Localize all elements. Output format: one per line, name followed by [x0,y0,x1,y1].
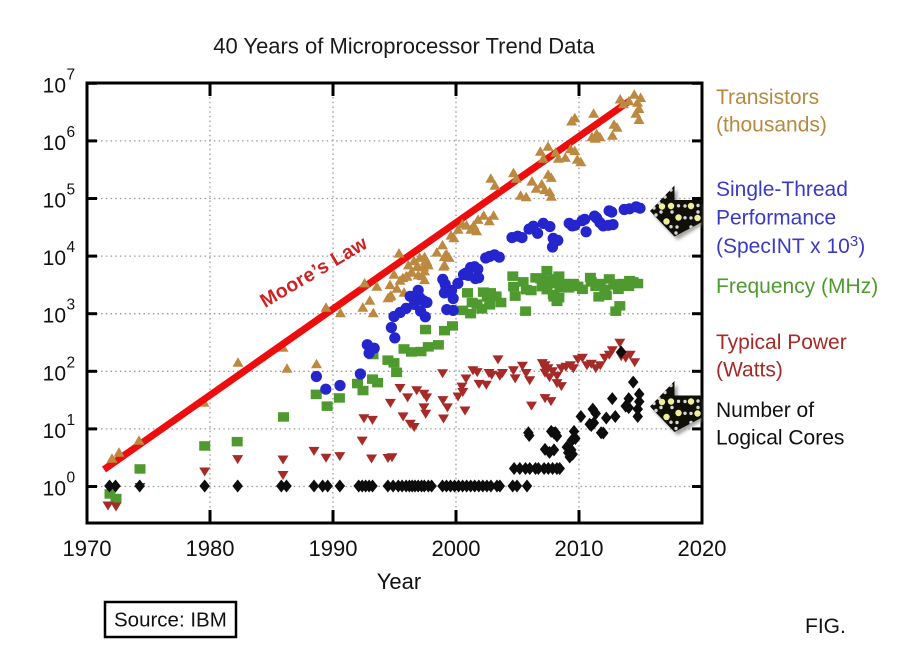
svg-text:2020: 2020 [678,536,727,561]
svg-text:2000: 2000 [432,536,481,561]
svg-text:1: 1 [67,412,76,429]
svg-text:Frequency (MHz): Frequency (MHz) [716,275,878,298]
svg-text:Logical Cores: Logical Cores [716,427,844,450]
svg-text:1980: 1980 [186,536,235,561]
svg-text:10: 10 [43,247,66,270]
svg-text:1990: 1990 [309,536,358,561]
svg-text:10: 10 [43,478,66,501]
svg-text:10: 10 [43,305,66,328]
svg-text:10: 10 [43,132,66,155]
svg-text:6: 6 [67,124,76,141]
svg-text:Single-Thread: Single-Thread [716,178,848,201]
svg-text:3: 3 [67,297,76,314]
svg-text:4: 4 [67,239,76,256]
svg-text:1970: 1970 [63,536,112,561]
svg-text:40 Years of Microprocessor Tre: 40 Years of Microprocessor Trend Data [213,34,595,59]
svg-text:(thousands): (thousands) [716,114,827,137]
svg-text:10: 10 [43,420,66,443]
svg-text:Year: Year [377,569,421,594]
svg-text:10: 10 [43,74,66,97]
svg-text:(Watts): (Watts) [716,359,783,382]
svg-text:FIG.: FIG. [805,615,846,638]
svg-text:2: 2 [67,354,76,371]
svg-text:2010: 2010 [555,536,604,561]
svg-text:5: 5 [67,182,76,199]
svg-text:0: 0 [67,470,76,487]
svg-text:10: 10 [43,190,66,213]
svg-text:Source: IBM: Source: IBM [114,609,227,632]
svg-text:Typical Power: Typical Power [716,331,847,354]
svg-text:Performance: Performance [716,207,836,230]
svg-text:10: 10 [43,362,66,385]
svg-text:(SpecINT x 103): (SpecINT x 103) [716,233,865,258]
svg-text:Number of: Number of [716,399,814,422]
svg-text:7: 7 [67,66,76,83]
svg-text:Transistors: Transistors [716,86,819,109]
